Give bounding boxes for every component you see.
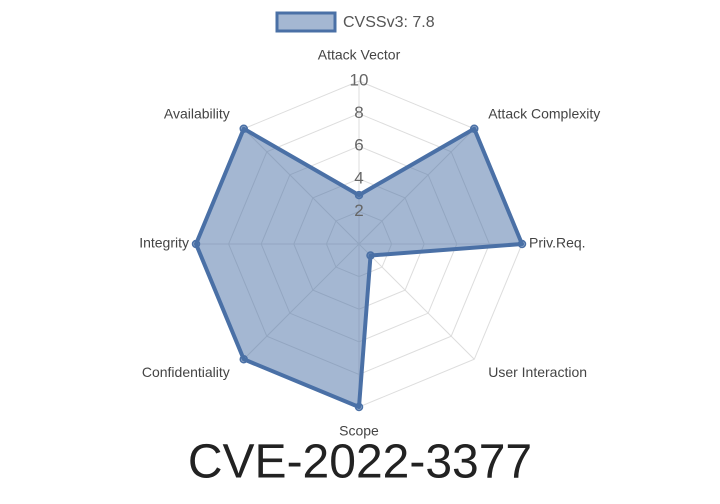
axis-label: Attack Complexity <box>488 105 600 121</box>
axis-label: Attack Vector <box>318 47 401 63</box>
radar-point <box>191 239 201 249</box>
legend-swatch <box>275 11 337 33</box>
radar-point <box>470 124 479 133</box>
axis-label: User Interaction <box>488 364 587 380</box>
radar-point <box>517 239 527 249</box>
axis-label: Confidentiality <box>142 364 230 380</box>
r-tick-label: 6 <box>354 136 363 155</box>
spoke <box>358 243 475 360</box>
radar-point <box>354 402 364 412</box>
axis-label: Scope <box>339 423 379 439</box>
radar-point <box>354 190 364 200</box>
chart-title: CVE-2022-3377 <box>188 436 532 489</box>
radar-point <box>366 251 375 260</box>
radar-point <box>239 124 248 133</box>
axis-label: Priv.Req. <box>529 235 586 251</box>
legend-label: CVSSv3: 7.8 <box>343 14 435 31</box>
r-tick-label: 2 <box>354 201 363 220</box>
r-tick-label: 8 <box>354 103 363 122</box>
r-tick-label: 10 <box>350 70 369 89</box>
axis-label: Availability <box>164 105 230 121</box>
axis-label: Integrity <box>139 235 189 251</box>
radar-point <box>239 355 248 364</box>
r-tick-label: 4 <box>354 168 363 187</box>
